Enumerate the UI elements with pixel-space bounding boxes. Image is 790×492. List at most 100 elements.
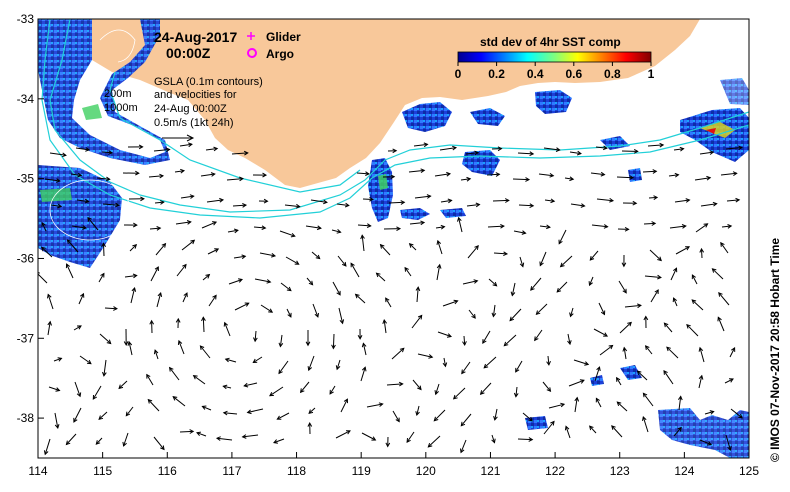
velocity-arrow bbox=[517, 152, 534, 155]
velocity-arrowhead bbox=[627, 321, 632, 327]
velocity-arrow bbox=[253, 226, 266, 229]
velocity-arrowhead bbox=[677, 395, 683, 401]
velocity-arrow bbox=[67, 239, 79, 253]
velocity-arrow bbox=[643, 222, 656, 225]
velocity-arrow bbox=[41, 222, 47, 232]
velocity-arrow bbox=[361, 432, 376, 441]
velocity-arrow bbox=[260, 304, 273, 313]
velocity-arrow bbox=[408, 169, 425, 173]
velocity-arrow bbox=[277, 412, 290, 420]
x-tick-label: 120 bbox=[416, 464, 436, 478]
velocity-arrowhead bbox=[699, 247, 705, 253]
velocity-arrowhead bbox=[213, 146, 219, 152]
velocity-arrowhead bbox=[408, 243, 414, 248]
velocity-arrowhead bbox=[653, 195, 659, 201]
credit-label: © IMOS 07-Nov-2017 20:58 Hobart Time bbox=[768, 238, 782, 462]
colorbar-tick-label: 0 bbox=[455, 67, 462, 81]
scale-arrow-icon bbox=[162, 134, 195, 142]
info-line-2: and velocities for bbox=[154, 89, 237, 101]
velocity-arrow bbox=[519, 256, 524, 267]
velocity-arrowhead bbox=[224, 357, 230, 363]
velocity-arrowhead bbox=[417, 385, 422, 391]
velocity-arrowhead bbox=[219, 197, 225, 203]
velocity-arrow bbox=[461, 361, 471, 374]
velocity-arrowhead bbox=[727, 224, 733, 229]
velocity-arrow bbox=[666, 346, 679, 359]
velocity-arrow bbox=[98, 411, 108, 420]
velocity-arrowhead bbox=[569, 176, 575, 182]
velocity-arrow bbox=[311, 251, 321, 259]
velocity-arrow bbox=[392, 410, 400, 422]
velocity-arrow bbox=[73, 407, 82, 423]
velocity-arrowhead bbox=[685, 246, 691, 251]
velocity-arrow bbox=[70, 173, 82, 176]
velocity-arrowhead bbox=[406, 438, 411, 443]
velocity-arrow bbox=[670, 267, 677, 281]
x-tick-label: 119 bbox=[352, 464, 371, 478]
velocity-arrowhead bbox=[62, 152, 67, 158]
x-tick-label: 123 bbox=[610, 464, 630, 478]
velocity-arrowhead bbox=[165, 147, 171, 153]
velocity-arrowhead bbox=[515, 367, 520, 373]
velocity-arrowhead bbox=[365, 171, 370, 176]
velocity-arrow bbox=[493, 252, 508, 255]
velocity-arrowhead bbox=[243, 382, 249, 388]
velocity-arrow bbox=[569, 151, 581, 155]
velocity-arrow bbox=[223, 412, 238, 415]
velocity-arrowhead bbox=[685, 198, 691, 203]
colorbar: std dev of 4hr SST comp 0 0.2 0.4 0.6 0.8 1 bbox=[455, 35, 655, 81]
velocity-arrowhead bbox=[603, 332, 609, 337]
latitude-axis: -33 -34 -35 -36 -37 -38 bbox=[17, 12, 44, 425]
velocity-arrow bbox=[340, 398, 348, 413]
velocity-arrowhead bbox=[105, 176, 111, 182]
velocity-arrow bbox=[232, 204, 247, 207]
velocity-arrow bbox=[38, 273, 48, 284]
velocity-arrow bbox=[573, 359, 589, 365]
velocity-arrowhead bbox=[558, 239, 563, 245]
velocity-arrow bbox=[488, 278, 497, 287]
velocity-arrowhead bbox=[642, 416, 647, 422]
velocity-arrowhead bbox=[602, 145, 608, 151]
velocity-arrow bbox=[698, 375, 703, 389]
x-tick-label: 117 bbox=[222, 464, 241, 478]
velocity-arrowhead bbox=[127, 340, 133, 346]
info-line-3: 24-Aug 00:00Z bbox=[154, 103, 227, 115]
velocity-arrow bbox=[522, 412, 533, 422]
y-tick-label: -34 bbox=[17, 92, 35, 106]
velocity-arrowhead bbox=[299, 388, 305, 394]
velocity-arrow bbox=[483, 356, 497, 369]
velocity-arrow bbox=[200, 173, 215, 177]
velocity-arrow bbox=[570, 307, 574, 317]
velocity-arrowhead bbox=[369, 196, 374, 202]
velocity-arrow bbox=[202, 317, 205, 333]
velocity-arrowhead bbox=[345, 430, 351, 435]
velocity-arrowhead bbox=[196, 431, 201, 437]
velocity-arrow bbox=[406, 431, 415, 443]
velocity-arrowhead bbox=[161, 242, 167, 248]
velocity-arrow bbox=[623, 347, 627, 360]
velocity-arrow bbox=[148, 175, 164, 178]
velocity-arrowhead bbox=[308, 280, 314, 286]
velocity-arrow bbox=[725, 147, 742, 150]
velocity-arrow bbox=[87, 217, 99, 231]
velocity-arrowhead bbox=[584, 361, 590, 366]
velocity-arrowhead bbox=[659, 142, 665, 148]
velocity-arrow bbox=[182, 292, 188, 303]
velocity-arrowhead bbox=[252, 358, 258, 364]
velocity-arrow bbox=[530, 277, 542, 291]
velocity-arrowhead bbox=[497, 146, 503, 152]
velocity-arrowhead bbox=[84, 198, 90, 204]
velocity-arrowhead bbox=[308, 409, 314, 414]
velocity-arrowhead bbox=[102, 371, 107, 377]
velocity-arrow bbox=[178, 340, 185, 355]
velocity-arrow bbox=[503, 334, 517, 347]
velocity-arrow bbox=[544, 199, 555, 202]
velocity-arrow bbox=[154, 350, 159, 360]
velocity-arrow bbox=[494, 408, 498, 420]
velocity-arrowhead bbox=[339, 319, 345, 325]
velocity-arrow bbox=[78, 293, 84, 305]
velocity-arrow bbox=[305, 225, 321, 229]
velocity-arrowhead bbox=[663, 369, 668, 375]
velocity-arrowhead bbox=[400, 200, 406, 205]
velocity-arrowhead bbox=[663, 322, 669, 328]
